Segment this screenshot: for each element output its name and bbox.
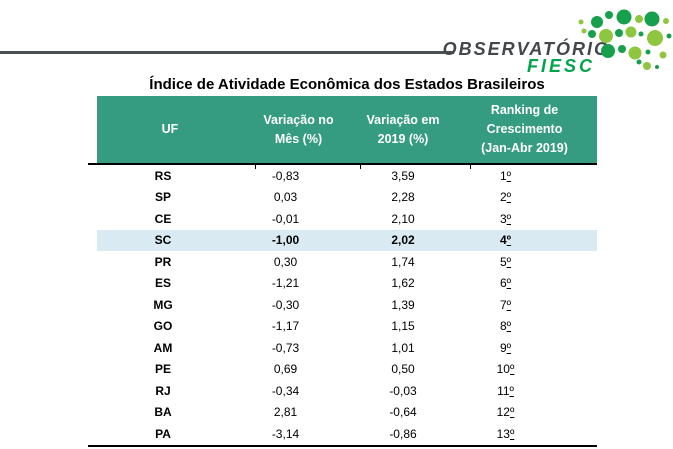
column-header-var-mes: Variação no Mês (%) — [263, 112, 334, 146]
column-header-ranking: Ranking de Crescimento (Jan-Abr 2019) — [481, 103, 568, 155]
cell-ranking: 5º — [499, 254, 512, 269]
cell-uf: RS — [154, 168, 172, 183]
cell-variacao-mes: 0,69 — [273, 362, 298, 377]
table-bottom-border — [88, 444, 597, 447]
table-row: RJ -0,34 -0,03 11º — [97, 380, 597, 402]
column-divider-tick — [255, 165, 256, 169]
cell-variacao-mes: 0,30 — [273, 254, 298, 269]
table-row: GO -1,17 1,15 8º — [97, 316, 597, 338]
table-row: SC -1,00 2,02 4º — [97, 229, 597, 251]
cell-ranking: 8º — [499, 319, 512, 334]
table-row: ES -1,21 1,62 6º — [97, 273, 597, 295]
page-title: Índice de Atividade Econômica dos Estado… — [149, 76, 545, 93]
table-row: PE 0,69 0,50 10º — [97, 359, 597, 381]
cell-ranking: 3º — [499, 211, 512, 226]
cell-variacao-2019: 3,59 — [391, 168, 415, 183]
cell-variacao-mes: -0,34 — [271, 383, 300, 398]
cell-uf: RJ — [155, 383, 171, 398]
cell-uf: GO — [153, 319, 173, 334]
cell-variacao-2019: 2,10 — [391, 211, 415, 226]
table-body: RS -0,83 3,59 1º SP 0,03 2,28 2º CE -0,0… — [97, 163, 597, 445]
cell-variacao-mes: -0,01 — [271, 211, 300, 226]
cell-uf: AM — [153, 340, 173, 355]
cell-variacao-2019: -0,64 — [389, 405, 417, 420]
cell-variacao-mes: -0,83 — [271, 168, 300, 183]
cell-uf: BA — [154, 405, 172, 420]
table-row: PA -3,14 -0,86 13º — [97, 423, 597, 445]
cell-variacao-2019: -0,03 — [389, 383, 417, 398]
cell-variacao-2019: 1,62 — [391, 276, 415, 291]
column-divider-tick — [470, 165, 471, 169]
cell-variacao-2019: 1,74 — [391, 254, 415, 269]
logo-dots-map-icon — [578, 9, 672, 70]
cell-variacao-2019: 1,01 — [391, 340, 415, 355]
cell-variacao-2019: -0,86 — [389, 426, 417, 441]
cell-variacao-mes: -0,73 — [271, 340, 300, 355]
table-row: AM -0,73 1,01 9º — [97, 337, 597, 359]
cell-variacao-mes: -1,21 — [271, 276, 300, 291]
table-row: RS -0,83 3,59 1º — [97, 165, 597, 187]
cell-variacao-2019: 2,28 — [391, 190, 415, 205]
table-header-row: UF Variação no Mês (%) Variação em 2019 … — [97, 96, 597, 163]
table-row: BA 2,81 -0,64 12º — [97, 402, 597, 424]
cell-variacao-2019: 0,50 — [391, 362, 415, 377]
column-header-uf: UF — [161, 122, 179, 136]
cell-uf: PA — [155, 426, 171, 441]
cell-uf: SC — [154, 233, 172, 248]
cell-variacao-mes: -3,14 — [271, 426, 300, 441]
table-row: PR 0,30 1,74 5º — [97, 251, 597, 273]
cell-uf: MG — [153, 297, 173, 312]
column-divider-tick — [360, 165, 361, 169]
cell-variacao-2019: 1,39 — [391, 297, 415, 312]
cell-ranking: 10º — [496, 362, 515, 377]
cell-variacao-mes: -0,30 — [271, 297, 300, 312]
fiesc-logo-text: FIESC — [526, 56, 595, 76]
cell-ranking: 6º — [499, 276, 512, 291]
cell-ranking: 2º — [499, 190, 512, 205]
cell-ranking: 13º — [496, 426, 515, 441]
table-row: SP 0,03 2,28 2º — [97, 187, 597, 209]
table-row: CE -0,01 2,10 3º — [97, 208, 597, 230]
cell-ranking: 9º — [499, 340, 512, 355]
cell-ranking: 12º — [496, 405, 515, 420]
table-row: MG -0,30 1,39 7º — [97, 294, 597, 316]
cell-variacao-2019: 2,02 — [391, 233, 415, 248]
cell-ranking: 11º — [497, 383, 514, 398]
cell-ranking: 7º — [499, 297, 512, 312]
header-bottom-border — [88, 163, 597, 165]
cell-variacao-2019: 1,15 — [391, 319, 415, 334]
cell-variacao-mes: 0,03 — [273, 190, 298, 205]
column-header-var-2019: Variação em 2019 (%) — [366, 112, 440, 146]
cell-uf: PE — [154, 362, 171, 377]
cell-variacao-mes: -1,00 — [271, 233, 300, 248]
cell-uf: ES — [154, 276, 171, 291]
cell-uf: SP — [154, 190, 171, 205]
economic-activity-table: UF Variação no Mês (%) Variação em 2019 … — [88, 96, 597, 447]
cell-ranking: 1º — [499, 168, 512, 183]
cell-variacao-mes: -1,17 — [271, 319, 300, 334]
header-divider-line — [0, 51, 454, 54]
cell-variacao-mes: 2,81 — [273, 405, 298, 420]
cell-ranking: 4º — [499, 233, 512, 248]
cell-uf: PR — [154, 254, 172, 269]
cell-uf: CE — [154, 211, 172, 226]
observatorio-logo-text: OBSERVATÓRIO — [442, 39, 610, 59]
